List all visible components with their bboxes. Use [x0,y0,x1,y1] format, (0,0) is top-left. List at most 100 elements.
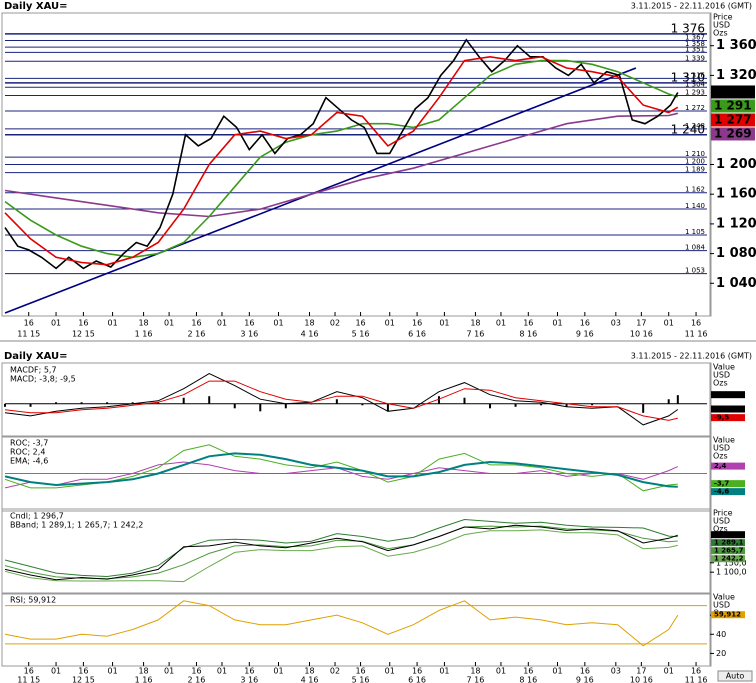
axis-label: Value [713,436,735,445]
level-label: 1 367 [685,34,705,42]
histogram-bar [208,396,211,404]
x-tick-label: 01 [164,667,174,676]
histogram-bar [676,395,679,404]
x-month-label: 1 16 [135,676,153,683]
x-month-label: 2 16 [188,330,206,339]
auto-button-label[interactable]: Auto [726,672,745,681]
x-month-label: 10 16 [630,330,653,339]
x-month-label: 5 16 [352,676,370,683]
x-month-label: 11 15 [17,676,40,683]
series-line [4,112,678,218]
histogram-bar [335,399,338,404]
x-tick-label: 16 [691,667,701,676]
histogram-bar [565,403,568,407]
x-month-label: 9 16 [576,330,594,339]
axis-label: Ozs [713,452,728,461]
x-tick-label: 01 [217,667,227,676]
legend-entry: MACDF; 5,7 [10,366,57,375]
value-box-label: 1 277 [714,112,752,126]
x-tick-label: 16 [78,667,88,676]
x-tick-label: 18 [304,667,314,676]
value-box-label: -3,7 [714,480,729,488]
level-label: 1 316 [685,71,706,79]
date-range: 3.11.2015 - 22.11.2016 (GMT) [631,2,752,11]
histogram-bar [157,402,160,404]
level-label: 1 140 [685,202,705,210]
x-tick-label: 16 [523,667,533,676]
date-range: 3.11.2015 - 22.11.2016 (GMT) [631,352,752,361]
x-tick-label: 01 [217,319,227,328]
x-tick-label: 01 [496,319,506,328]
axis-label: Value [713,363,735,372]
level-label: 1 162 [685,186,705,194]
x-month-label: 4 16 [301,676,319,683]
y-tick-label: 1 040 [716,276,756,291]
axis-label: USD [713,601,730,610]
legend-entry: MACD; -3,8; -9,5 [10,375,76,384]
x-tick-label: 01 [496,667,506,676]
x-tick-label: 16 [691,319,701,328]
x-month-label: 4 16 [301,330,319,339]
x-month-label: 8 16 [519,330,537,339]
x-tick-label: 16 [24,667,34,676]
auto-button[interactable] [717,670,753,682]
level-label: 1 200 [685,158,705,166]
x-month-label: 7 16 [467,330,485,339]
axis-label: Price [713,13,733,22]
level-label: 1 376 [671,21,705,35]
x-month-label: 11 15 [17,330,40,339]
axis-label: Ozs [713,29,728,38]
value-box-label: -4,6 [714,488,729,496]
x-month-label: 9 16 [576,676,594,683]
value-box-label: 59,912 [714,611,741,619]
value-box-label: 1 297 [714,84,752,98]
axis-label: USD [713,517,730,526]
x-tick-label: 01 [385,667,395,676]
x-tick-label: 01 [664,667,674,676]
y-tick-label: 20 [716,649,726,658]
x-tick-label: 01 [385,319,395,328]
x-tick-label: 01 [439,667,449,676]
x-tick-label: 17 [636,667,646,676]
x-month-label: 3 16 [240,676,258,683]
x-tick-label: 18 [138,319,148,328]
x-tick-label: 01 [107,319,117,328]
histogram-bar [361,403,364,406]
series-line [4,452,678,488]
x-month-label: 1 16 [135,330,153,339]
x-tick-label: 01 [51,319,61,328]
value-box-label: -3,8 [714,405,729,413]
level-label: 1 272 [685,104,705,112]
x-month-label: 6 16 [408,330,426,339]
axis-label: USD [713,371,730,380]
x-tick-label: 16 [355,667,365,676]
y-tick-label: 1 360 [716,38,756,53]
histogram-bar [4,403,6,407]
value-box-label: 5,7 [714,391,727,399]
panel-frame [1,592,712,667]
series-line [4,380,678,421]
x-tick-label: 18 [470,319,480,328]
histogram-bar [463,397,466,404]
x-tick-label: 16 [412,667,422,676]
level-label: 1 248 [685,122,705,130]
series-line [4,600,679,647]
x-tick-label: 16 [580,667,590,676]
x-tick-label: 03 [611,319,621,328]
value-box [711,405,745,413]
axis-label: Ozs [713,525,728,534]
x-tick-label: 18 [470,667,480,676]
value-box [711,391,745,399]
histogram-bar [233,403,236,409]
value-box [711,547,745,555]
x-month-label: 12 15 [72,330,95,339]
value-box [711,113,755,127]
histogram-bar [29,403,32,407]
level-label: 1 304 [685,80,706,88]
histogram-bar [514,403,517,407]
x-tick-label: 01 [107,667,117,676]
level-label: 1 351 [685,45,705,53]
series-line [4,373,679,426]
series-line [4,444,678,492]
